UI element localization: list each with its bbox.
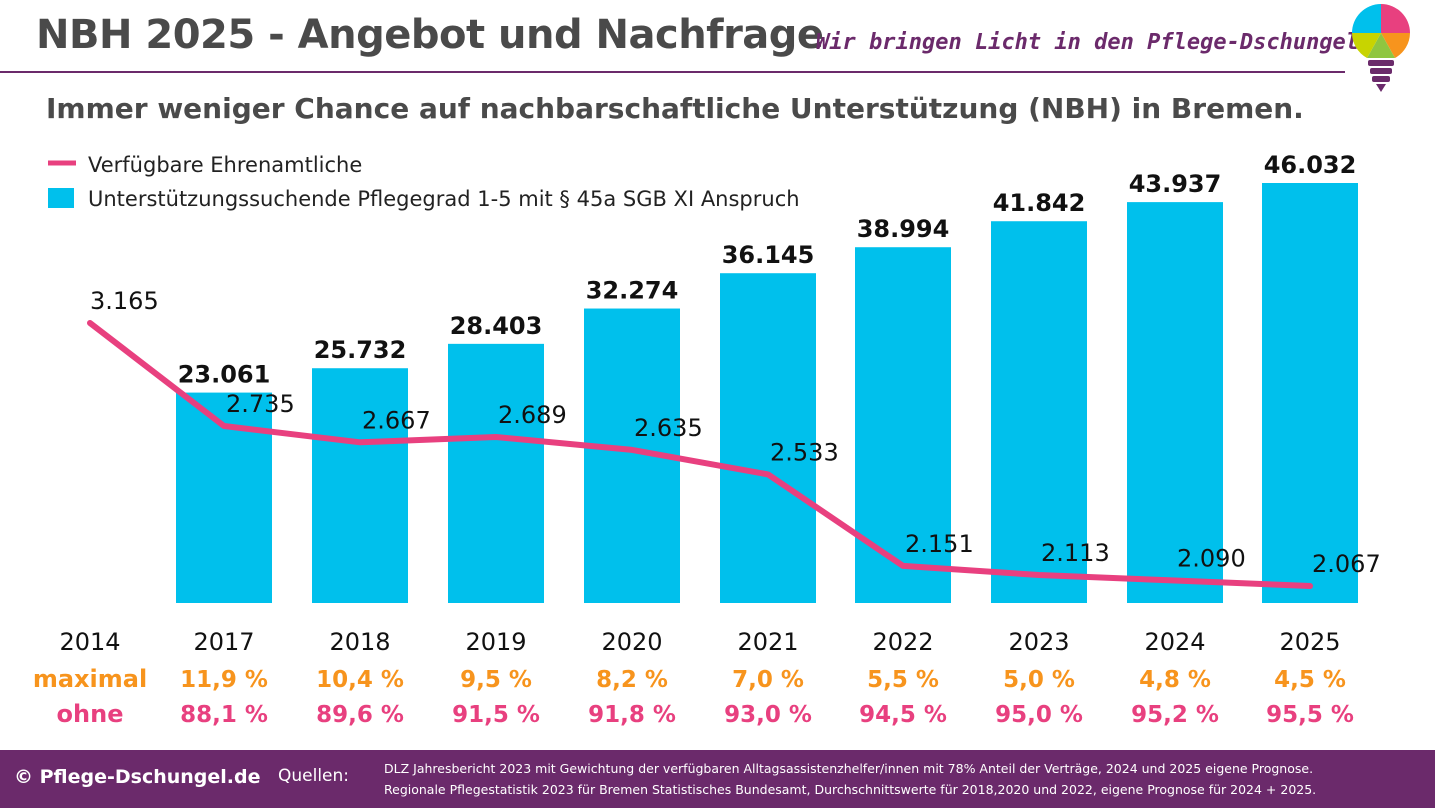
source-line-2: Regionale Pflegestatistik 2023 für Breme… bbox=[384, 782, 1317, 797]
line-label-2020: 2.635 bbox=[634, 414, 703, 442]
row-ohne-2024: 95,2 % bbox=[1131, 702, 1219, 728]
row-maximal-2019: 9,5 % bbox=[460, 667, 532, 693]
bar-2024 bbox=[1127, 202, 1223, 603]
line-label-2017: 2.735 bbox=[226, 390, 295, 418]
line-label-2019: 2.689 bbox=[498, 401, 567, 429]
bar-2025 bbox=[1262, 183, 1358, 603]
row-ohne-2019: 91,5 % bbox=[452, 702, 540, 728]
bar-2023 bbox=[991, 221, 1087, 603]
bar-2018 bbox=[312, 368, 408, 603]
row-maximal-2023: 5,0 % bbox=[1003, 667, 1075, 693]
x-tick-2024: 2024 bbox=[1144, 628, 1205, 656]
bar-label-2024: 43.937 bbox=[1129, 170, 1222, 198]
line-label-2018: 2.667 bbox=[362, 406, 431, 434]
slogan: Wir bringen Licht in den Pflege-Dschunge… bbox=[816, 30, 1360, 55]
row-maximal-2021: 7,0 % bbox=[732, 667, 804, 693]
row-ohne-2025: 95,5 % bbox=[1266, 702, 1354, 728]
legend-bar-swatch bbox=[48, 188, 74, 208]
row-label-ohne: ohne bbox=[57, 700, 124, 728]
x-tick-2019: 2019 bbox=[465, 628, 526, 656]
row-maximal-2024: 4,8 % bbox=[1139, 667, 1211, 693]
row-maximal-2025: 4,5 % bbox=[1274, 667, 1346, 693]
legend-bar-label: Unterstützungssuchende Pflegegrad 1-5 mi… bbox=[88, 187, 800, 211]
row-maximal-2022: 5,5 % bbox=[867, 667, 939, 693]
row-ohne-2023: 95,0 % bbox=[995, 702, 1083, 728]
x-tick-2017: 2017 bbox=[193, 628, 254, 656]
chart-subtitle: Immer weniger Chance auf nachbarschaftli… bbox=[46, 92, 1304, 125]
bar-label-2021: 36.145 bbox=[722, 241, 815, 269]
header-divider bbox=[0, 71, 1345, 73]
legend-line-label: Verfügbare Ehrenamtliche bbox=[88, 153, 362, 177]
row-label-maximal: maximal bbox=[33, 665, 147, 693]
x-tick-2014: 2014 bbox=[59, 628, 120, 656]
sources-text: DLZ Jahresbericht 2023 mit Gewichtung de… bbox=[384, 758, 1316, 800]
x-tick-2025: 2025 bbox=[1279, 628, 1340, 656]
bar-label-2017: 23.061 bbox=[178, 361, 271, 389]
bar-label-2023: 41.842 bbox=[993, 189, 1086, 217]
line-label-2021: 2.533 bbox=[770, 438, 839, 466]
line-label-2023: 2.113 bbox=[1041, 539, 1110, 567]
line-series-ehrenamtliche bbox=[87, 320, 1313, 589]
line-label-2025: 2.067 bbox=[1312, 550, 1381, 578]
chart: Verfügbare Ehrenamtliche Unterstützungssu… bbox=[33, 151, 1381, 728]
row-maximal-2018: 10,4 % bbox=[316, 667, 404, 693]
bar-label-2018: 25.732 bbox=[314, 336, 407, 364]
row-ohne-2022: 94,5 % bbox=[859, 702, 947, 728]
sources-label: Quellen: bbox=[278, 766, 350, 786]
bar-label-2019: 28.403 bbox=[450, 312, 543, 340]
row-ohne-2020: 91,8 % bbox=[588, 702, 676, 728]
line-label-2024: 2.090 bbox=[1177, 544, 1246, 572]
row-ohne-2021: 93,0 % bbox=[724, 702, 812, 728]
bar-2021 bbox=[720, 273, 816, 603]
x-tick-2018: 2018 bbox=[329, 628, 390, 656]
page-title: NBH 2025 - Angebot und Nachfrage bbox=[36, 12, 824, 58]
row-ohne-2018: 89,6 % bbox=[316, 702, 404, 728]
footer: © Pflege-Dschungel.de Quellen: DLZ Jahre… bbox=[0, 750, 1435, 808]
bar-label-2020: 32.274 bbox=[586, 277, 679, 305]
row-ohne-2017: 88,1 % bbox=[180, 702, 268, 728]
bar-label-2022: 38.994 bbox=[857, 215, 950, 243]
lightbulb-logo-icon bbox=[1352, 4, 1410, 92]
source-line-1: DLZ Jahresbericht 2023 mit Gewichtung de… bbox=[384, 761, 1314, 776]
x-tick-2023: 2023 bbox=[1008, 628, 1069, 656]
bar-2019 bbox=[448, 343, 544, 603]
x-tick-2022: 2022 bbox=[872, 628, 933, 656]
bar-label-2025: 46.032 bbox=[1264, 151, 1357, 179]
row-maximal-2020: 8,2 % bbox=[596, 667, 668, 693]
x-tick-2020: 2020 bbox=[601, 628, 662, 656]
line-label-2014: 3.165 bbox=[90, 287, 159, 315]
x-tick-2021: 2021 bbox=[737, 628, 798, 656]
footer-brand[interactable]: © Pflege-Dschungel.de bbox=[14, 766, 261, 788]
row-maximal-2017: 11,9 % bbox=[180, 667, 268, 693]
line-label-2022: 2.151 bbox=[905, 530, 974, 558]
